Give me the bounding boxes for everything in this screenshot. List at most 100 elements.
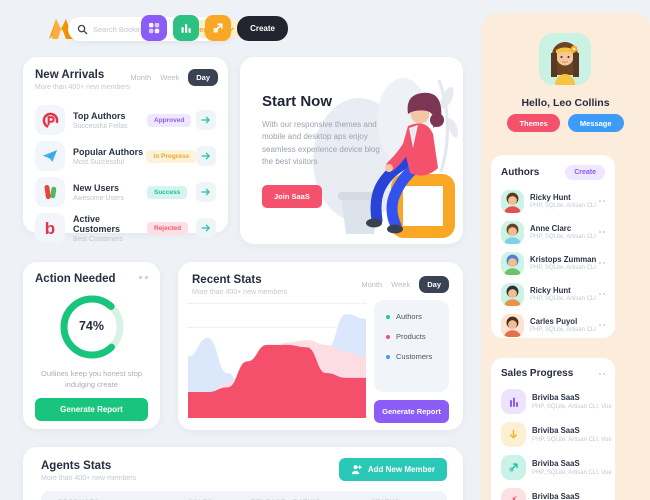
author-avatar [501,282,524,306]
grid-icon [149,23,160,34]
progress-percent: 74% [78,319,105,333]
more-options-icon[interactable] [599,293,605,295]
agents-stats-title: Agents Stats [41,460,112,472]
author-avatar [501,251,524,275]
bar-chart-icon [501,389,526,414]
arrow-down-icon [501,422,526,447]
themes-button[interactable]: Themes [507,114,560,132]
open-item-button[interactable] [196,146,216,166]
table-header: PRODUCTS SALES RELEASE RATING STATUS [41,491,447,500]
action-needed-note: Outlines keep you honest stop indulging … [41,369,142,390]
more-options-icon[interactable] [599,200,605,202]
greeting-text: Hello, Leo Collins [521,97,610,109]
recent-stats-card: Recent Stats More than 400+ new members … [178,262,463,430]
user-avatar[interactable] [539,33,591,85]
topbar: Category [0,0,475,48]
figma-shape-icon [35,177,65,207]
more-options-icon[interactable] [139,276,148,279]
list-item: Popular Authors Most Successful In Progr… [35,139,216,173]
stats-button[interactable] [173,15,200,41]
person-add-icon [351,465,362,475]
authors-card: Authors Create Ricky Hunt PHP, SQLite, A… [491,155,615,338]
new-arrivals-card: New Arrivals More than 400+ new members … [23,57,228,243]
action-needed-title: Action Needed [35,273,116,285]
more-options-icon[interactable] [599,262,605,264]
open-item-button[interactable] [196,182,216,202]
paper-plane-icon [35,141,65,171]
author-row[interactable]: Carles Puyol PHP, SQLite, Artisan CLI [501,310,605,340]
open-item-button[interactable] [196,218,216,238]
new-arrivals-title: New Arrivals [35,69,105,81]
author-row[interactable]: Kristops Zumman PHP, SQLite, Artisan CLI [501,248,605,278]
legend-dot [386,354,390,359]
arrow-right-icon [201,116,210,124]
scatter-dots-icon [501,488,526,500]
more-options-icon[interactable] [599,231,605,233]
author-row[interactable]: Ricky Hunt PHP, SQLite, Artisan CLI [501,279,605,309]
chart-gridline [188,327,366,328]
tab-week[interactable]: Week [391,280,411,289]
legend-dot [386,314,390,319]
sales-row[interactable]: Briviba SaaS PHP, SQLite, Artisan CLI, V… [501,419,612,450]
sales-row[interactable]: Briviba SaaS PHP, SQLite, Artisan CLI, V… [501,386,612,417]
start-now-card: Start Now With our responsive themes and… [240,57,463,244]
status-badge: Success [147,185,188,199]
share-button[interactable] [205,15,232,41]
arrow-right-icon [201,188,210,196]
create-button[interactable]: Create [237,15,288,41]
status-badge: Rejected [147,221,189,235]
sales-row[interactable]: Briviba SaaS PHP, SQLite, Artisan CLI, V… [501,452,612,483]
search-input[interactable] [93,24,179,34]
action-needed-card: Action Needed 74% Outlines keep you hone… [23,262,160,429]
join-saas-button[interactable]: Join SaaS [262,185,322,208]
list-item: Top Authors Successful Fellas Approved [35,103,216,137]
author-row[interactable]: Ricky Hunt PHP, SQLite, Artisan CLI [501,186,605,216]
tab-week[interactable]: Week [160,73,180,82]
search-icon [77,24,88,34]
recent-stats-tabs: Month Week Day [361,276,449,293]
right-sidebar: Hello, Leo Collins Themes Message Author… [481,13,650,500]
start-now-illustration [313,78,459,238]
agents-stats-subtitle: More than 400+ new members [41,475,137,482]
agents-stats-card: Agents Stats More than 400+ new members … [23,447,463,500]
recent-stats-subtitle: More than 400+ new members [192,289,288,296]
generate-report-button[interactable]: Generate Report [374,400,449,423]
more-options-icon[interactable] [599,372,605,375]
new-arrivals-tabs: Month Week Day [130,69,218,86]
open-item-button[interactable] [196,110,216,130]
sales-row[interactable]: Briviba SaaS PHP, SQLite, Artisan CLI, V… [501,485,605,500]
bar-chart-icon [181,24,191,33]
author-row[interactable]: Anne Clarc PHP, SQLite, Artisan CLI [501,217,605,247]
arrow-right-icon [201,152,210,160]
author-avatar [501,189,524,213]
status-badge: In Progress [146,149,197,163]
chart-legend: Authors Products Customers [374,300,449,392]
sales-progress-card: Sales Progress Briviba SaaS PHP, SQLite,… [491,358,615,500]
authors-create-button[interactable]: Create [565,165,605,180]
tab-day-active[interactable]: Day [188,69,218,86]
generate-report-button[interactable]: Generate Report [35,398,148,421]
start-now-title: Start Now [262,93,333,110]
arrow-up-right-icon [213,23,223,33]
tab-day-active[interactable]: Day [419,276,449,293]
legend-dot [386,334,390,339]
author-avatar [501,220,524,244]
add-new-member-button[interactable]: Add New Member [338,458,447,481]
profile-buttons: Themes Message [481,114,650,132]
chart-gridline [188,303,366,304]
topbar-actions: Create [141,15,288,41]
tab-month[interactable]: Month [130,73,152,82]
list-item: b Active Customers Best Customers Reject… [35,211,216,245]
tab-month[interactable]: Month [361,280,383,289]
area-chart [188,314,366,418]
new-arrivals-subtitle: More than 400+ new members [35,84,131,91]
more-options-icon[interactable] [599,324,605,326]
dashboard-grid-button[interactable] [141,15,168,41]
bitly-b-icon: b [35,213,65,243]
list-item: New Users Awesome Users Success [35,175,216,209]
sales-progress-title: Sales Progress [501,368,574,379]
start-now-description: With our responsive themes and mobile an… [262,120,380,167]
message-button[interactable]: Message [567,114,624,132]
legend-products: Products [386,332,449,341]
legend-customers: Customers [386,352,449,361]
